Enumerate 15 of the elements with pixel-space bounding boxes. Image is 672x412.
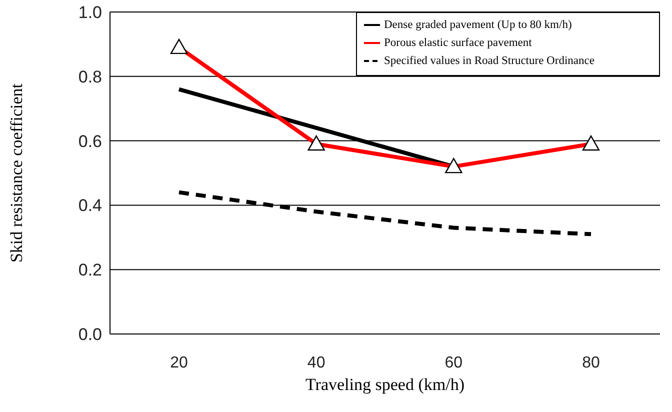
x-axis-title: Traveling speed (km/h) [306, 375, 464, 394]
y-axis-title: Skid resistance coefficient [7, 83, 26, 263]
y-tick-label: 0.6 [78, 132, 102, 151]
y-tick-label: 1.0 [78, 3, 102, 22]
legend-label: Specified values in Road Structure Ordinance [384, 55, 594, 67]
x-tick-label: 80 [582, 354, 600, 372]
x-tick-label: 40 [307, 354, 326, 372]
legend-label: Dense graded pavement (Up to 80 km/h) [384, 19, 572, 31]
y-tick-label: 0.2 [78, 260, 102, 280]
legend-label: Porous elastic surface pavement [384, 37, 532, 49]
x-tick-label: 20 [170, 354, 188, 372]
x-tick-label: 60 [444, 354, 463, 372]
y-tick-label: 0.8 [78, 67, 102, 86]
y-tick-label: 0.0 [78, 325, 102, 344]
y-tick-label: 0.4 [78, 196, 102, 216]
